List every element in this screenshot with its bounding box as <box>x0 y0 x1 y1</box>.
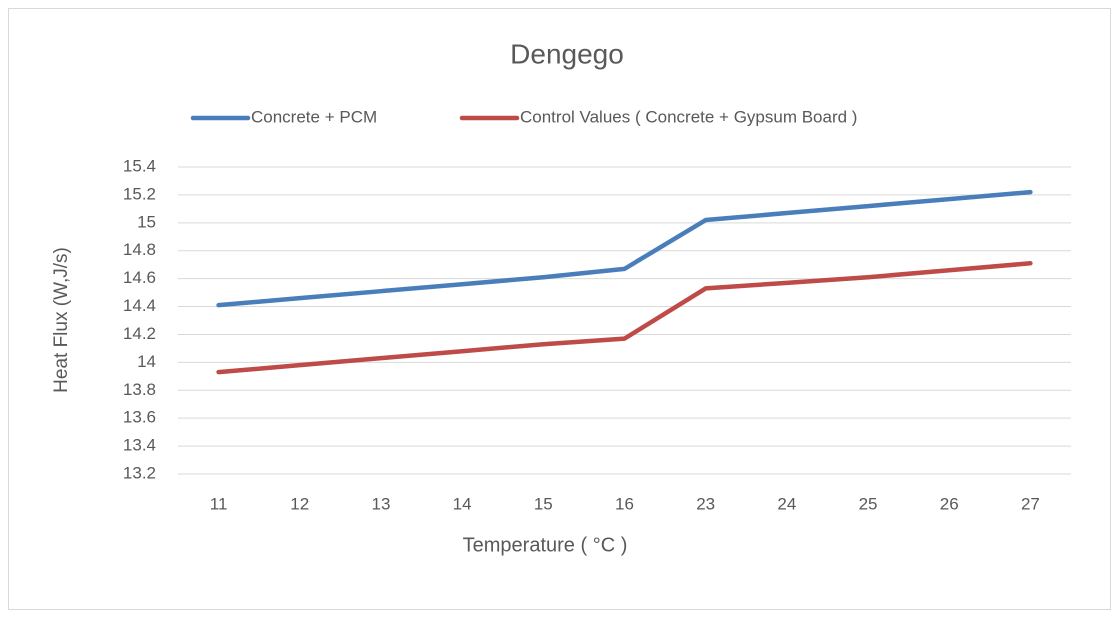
y-tick-label: 13.4 <box>123 436 156 455</box>
legend-label: Control Values ( Concrete + Gypsum Board… <box>520 107 857 126</box>
x-tick-label: 11 <box>210 494 228 513</box>
y-tick-label: 14.6 <box>123 268 156 287</box>
line-series <box>216 261 1033 375</box>
y-tick-label: 14 <box>137 352 156 371</box>
y-tick-label: 14.4 <box>123 296 156 315</box>
y-tick-label: 14.2 <box>123 324 156 343</box>
line-series <box>216 189 1033 308</box>
chart-frame <box>8 8 1111 610</box>
x-tick-label: 14 <box>453 494 472 513</box>
x-tick-label: 13 <box>371 494 390 513</box>
y-tick-label: 15.2 <box>123 184 156 203</box>
y-tick-label: 15 <box>137 212 156 231</box>
y-axis-title: Heat Flux (W,J/s) <box>51 247 72 393</box>
y-tick-label: 13.2 <box>123 463 156 482</box>
legend-label: Concrete + PCM <box>251 107 377 126</box>
x-tick-label: 27 <box>1021 494 1040 513</box>
chart-title: Dengego <box>510 38 624 69</box>
y-tick-label: 13.8 <box>123 380 156 399</box>
x-tick-label: 12 <box>290 494 309 513</box>
x-tick-label: 24 <box>777 494 796 513</box>
y-tick-label: 14.8 <box>123 240 156 259</box>
x-tick-label: 25 <box>859 494 878 513</box>
x-tick-label: 16 <box>615 494 634 513</box>
x-axis-title: Temperature ( °C ) <box>463 534 628 556</box>
x-tick-label: 26 <box>940 494 959 513</box>
y-tick-label: 13.6 <box>123 408 156 427</box>
x-tick-label: 23 <box>696 494 715 513</box>
x-tick-label: 15 <box>534 494 553 513</box>
y-tick-label: 15.4 <box>123 156 156 175</box>
